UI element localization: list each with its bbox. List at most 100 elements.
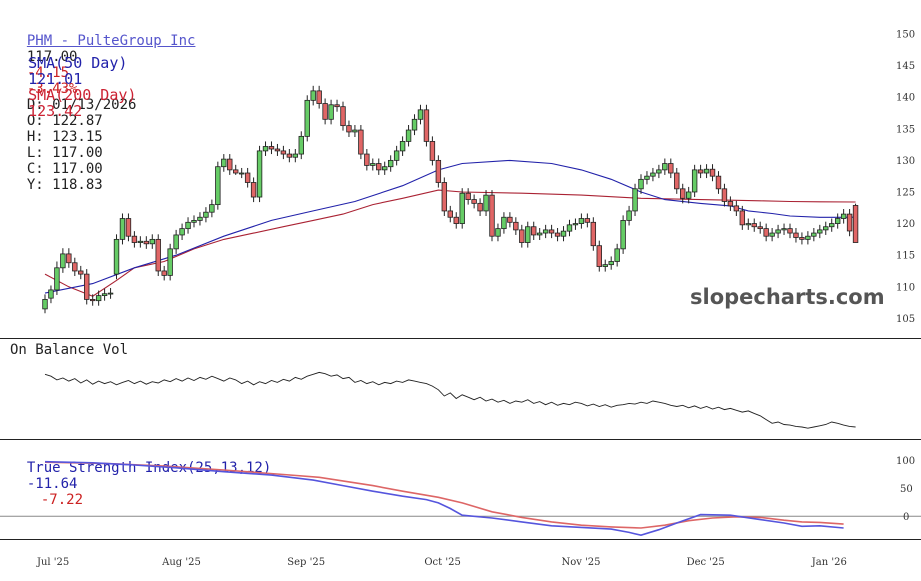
candle-down: [680, 188, 686, 199]
candle-up: [179, 228, 185, 236]
candle-up: [840, 213, 847, 219]
price-tick-label: 125: [896, 187, 915, 198]
candle-down: [447, 210, 453, 218]
candle-up: [829, 223, 835, 228]
candle-down: [584, 218, 591, 223]
price-tick-label: 115: [896, 251, 915, 262]
high-readout: H: 123.15: [26, 129, 103, 145]
candle-up: [399, 141, 406, 152]
candle-down: [531, 226, 537, 236]
last-price: 117.00: [26, 49, 78, 65]
candle-down: [280, 150, 287, 155]
price-header: PHM - PulteGroup Inc 117.00 -4.15 -3.43%…: [10, 17, 196, 193]
candle-up: [572, 223, 579, 226]
sma50-line-group: [44, 159, 856, 294]
candle-down: [596, 245, 602, 267]
candle-up: [525, 226, 531, 243]
sma50-label: SMA(50 Day): [28, 54, 128, 72]
candle-up: [542, 229, 549, 234]
candle-up: [608, 261, 614, 266]
date-tick-label: Dec '25: [687, 557, 725, 568]
candle-up: [203, 211, 209, 218]
candle-down: [364, 153, 370, 166]
candle-up: [775, 229, 781, 234]
candle-down: [250, 182, 257, 198]
candle-down: [84, 273, 90, 300]
candle-up: [393, 150, 400, 161]
candle-up: [578, 218, 585, 224]
candle-up: [173, 234, 179, 250]
candle-up: [834, 218, 841, 224]
obv-line-group: [44, 371, 856, 429]
candle-up: [209, 204, 215, 213]
candle-up: [197, 216, 203, 221]
candle-up: [328, 104, 334, 120]
sma50-line: [44, 159, 856, 294]
candle-up: [566, 224, 573, 232]
price-tick-label: 110: [896, 282, 915, 293]
price-tick-label: 145: [896, 61, 915, 72]
candle-down: [286, 153, 293, 158]
candle-up: [745, 223, 751, 226]
candle-up: [352, 129, 358, 133]
candle-down: [519, 229, 525, 243]
candle-up: [483, 194, 489, 212]
candle-up: [614, 248, 620, 262]
candle-up: [656, 169, 662, 174]
candle-down: [358, 129, 364, 155]
candle-up: [95, 295, 102, 302]
candle-down: [668, 163, 674, 174]
candle-up: [805, 235, 811, 240]
date-axis: Jul '25 Aug '25 Sep '25 Oct '25 Nov '25 Dec '…: [36, 557, 847, 568]
sma200-line: [44, 189, 856, 297]
candle-down: [233, 169, 239, 174]
candle-up: [536, 232, 543, 236]
tsi-axis: 0 50 100: [0, 456, 921, 523]
candle-down: [709, 168, 716, 177]
price-tick-label: 140: [896, 93, 915, 104]
candle-up: [42, 299, 48, 310]
candle-up: [501, 216, 507, 230]
price-tick-label: 135: [896, 124, 915, 135]
candle-down: [793, 232, 799, 238]
candle-up: [703, 168, 710, 174]
candle-up: [495, 228, 501, 237]
candle-down: [143, 240, 150, 245]
candle-up: [769, 232, 775, 237]
candle-down: [244, 172, 251, 183]
candle-up: [119, 218, 126, 240]
ticker-name[interactable]: PHM - PulteGroup Inc: [26, 33, 196, 49]
candle-up: [602, 264, 608, 267]
candle-up: [137, 240, 144, 243]
sma200-label: SMA(200 Day): [28, 86, 137, 104]
candle-down: [268, 146, 275, 150]
candle-down: [423, 109, 430, 142]
tsi-lines-group: [44, 460, 844, 537]
candle-down: [89, 299, 96, 302]
candle-down: [155, 238, 161, 272]
tsi-tick-label: 0: [903, 512, 909, 523]
candle-up: [560, 230, 567, 237]
candle-up: [101, 293, 108, 297]
tsi-line: [44, 460, 844, 537]
candle-down: [429, 141, 436, 161]
obv-line: [44, 371, 856, 429]
price-tick-label: 150: [896, 30, 915, 41]
candle-down: [131, 235, 138, 243]
candle-up: [113, 238, 120, 275]
candle-down: [471, 199, 477, 204]
candle-up: [411, 118, 418, 131]
sma200-line-group: [44, 189, 856, 297]
date-tick-label: Oct '25: [424, 557, 460, 568]
sma-legend: SMA(50 Day) 121.01 SMA(200 Day) 123.42: [10, 39, 136, 119]
date-tick-label: Sep '25: [287, 557, 325, 568]
price-tick-label: 105: [896, 314, 915, 325]
candle-up: [256, 150, 263, 198]
price-tick-label: 120: [896, 219, 915, 230]
candle-up: [60, 253, 66, 269]
candle-up: [781, 228, 787, 231]
sma200-value: 123.42: [28, 102, 83, 120]
candles-group: [42, 85, 859, 314]
tsi-signal-value: -7.22: [40, 492, 84, 508]
